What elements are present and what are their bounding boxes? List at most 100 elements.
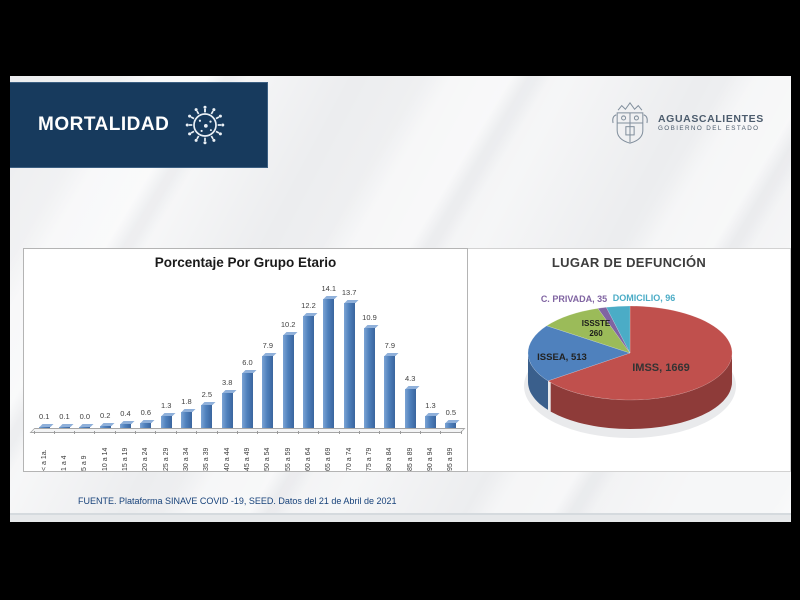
category-cell: 30 a 34	[176, 435, 196, 471]
axis-tick	[379, 431, 381, 434]
bar-value-label: 0.1	[59, 412, 70, 421]
bar-value-label: 1.3	[425, 401, 436, 410]
bar-value-label: 14.1	[321, 284, 337, 293]
category-label: 10 a 14	[101, 447, 109, 471]
category-cell: 55 a 59	[278, 435, 298, 471]
bar	[404, 389, 416, 428]
bar-chart-panel: Porcentaje Por Grupo Etario 0.1 0.1 0.0 0.2…	[23, 248, 468, 472]
logo-text: AGUASCALIENTES GOBIERNO DEL ESTADO	[658, 113, 764, 132]
pie-chart-panel: LUGAR DE DEFUNCIÓN IMSS, 1669 ISSEA, 513 I…	[468, 248, 791, 472]
category-cell: 20 a 24	[136, 435, 156, 471]
pie-slice	[546, 308, 631, 354]
bar-value-label: 10.2	[280, 320, 296, 329]
axis-tick	[94, 431, 96, 434]
bar-group: 6.0	[237, 278, 257, 428]
bar	[384, 356, 396, 428]
bar-group: 4.3	[400, 278, 420, 428]
category-label: 15 a 19	[121, 447, 129, 471]
axis-tick	[257, 431, 259, 434]
category-cell: 80 a 84	[380, 435, 400, 471]
category-cell: 70 a 74	[339, 435, 359, 471]
pie-chart: IMSS, 1669 ISSEA, 513 ISSSTE 260 C. PRIVADA,…	[524, 293, 736, 438]
bar-group: 3.8	[217, 278, 237, 428]
bar	[241, 373, 253, 428]
pie-slice	[597, 307, 631, 354]
category-cell: 75 a 79	[359, 435, 379, 471]
bar	[221, 393, 233, 428]
category-cell: 85 a 89	[400, 435, 420, 471]
bar	[38, 427, 50, 428]
bar-value-label: 0.0	[79, 412, 91, 421]
category-cell: < a 1a.	[34, 435, 54, 471]
bar	[160, 416, 172, 428]
bar-group: 10.9	[359, 278, 379, 428]
category-axis: < a 1a. 1 a 4 5 a 9 10 a 14 15 a 19 20 a 24 25…	[33, 431, 462, 471]
axis-tick	[53, 431, 55, 434]
category-label: 80 a 84	[386, 447, 394, 471]
bar-group: 1.3	[420, 278, 440, 428]
bar-chart-plot: 0.1 0.1 0.0 0.2 0.4 0.6 1.3 1.8 2.5 3.8 6.0 7.9 10.2…	[34, 278, 461, 428]
axis-tick	[33, 431, 35, 434]
category-label: 50 a 54	[264, 447, 272, 471]
bar	[58, 427, 70, 428]
pie-slice	[527, 325, 631, 382]
category-label: 1 a 4	[60, 455, 68, 471]
category-cell: 95 a 99	[441, 435, 461, 471]
bar	[302, 316, 314, 428]
category-label: 30 a 34	[182, 447, 190, 471]
bar-group: 2.5	[197, 278, 217, 428]
category-cell: 5 a 9	[75, 435, 95, 471]
bar-group: 0.1	[54, 278, 74, 428]
bar-value-label: 4.3	[404, 374, 416, 383]
bar	[180, 412, 192, 428]
pie-slice-side	[528, 353, 548, 410]
bar-value-label: 7.9	[262, 341, 274, 350]
axis-tick	[236, 431, 238, 434]
state-logo: AGUASCALIENTES GOBIERNO DEL ESTADO	[608, 98, 764, 148]
bar-value-label: 13.7	[341, 288, 357, 297]
category-label: 25 a 29	[162, 447, 170, 471]
category-label: 55 a 59	[284, 447, 292, 471]
pie-slice	[547, 305, 733, 401]
axis-tick	[196, 431, 198, 434]
axis-tick	[338, 431, 340, 434]
bar-value-label: 1.8	[181, 397, 192, 406]
category-label: 85 a 89	[406, 447, 414, 471]
bar	[323, 299, 335, 428]
axis-tick	[114, 431, 116, 434]
virus-icon	[186, 105, 225, 145]
category-label: 65 a 69	[325, 447, 333, 471]
bar	[424, 416, 436, 428]
bar-group: 0.4	[115, 278, 135, 428]
axis-tick	[135, 431, 137, 434]
pie-slice-label: ISSEA, 513	[537, 352, 587, 363]
bar-group: 7.9	[380, 278, 400, 428]
category-label: 70 a 74	[345, 447, 353, 471]
category-label: 45 a 49	[243, 447, 251, 471]
bar	[79, 427, 91, 428]
pie-slice-side	[550, 353, 732, 429]
axis-tick	[277, 431, 279, 434]
bar-group: 13.7	[339, 278, 359, 428]
category-cell: 50 a 54	[258, 435, 278, 471]
category-label: < a 1a.	[40, 449, 48, 471]
axis-tick	[175, 431, 177, 434]
axis-tick	[297, 431, 299, 434]
bar	[99, 426, 111, 428]
header-banner: MORTALIDAD	[10, 82, 268, 168]
bar-group: 0.5	[441, 278, 461, 428]
slide: MORTALIDAD	[10, 76, 791, 522]
category-label: 35 a 39	[203, 447, 211, 471]
logo-subtitle: GOBIERNO DEL ESTADO	[658, 125, 760, 133]
bar-group: 7.9	[258, 278, 278, 428]
pie-slice	[605, 305, 631, 354]
bar	[282, 335, 294, 428]
footer-strip	[10, 515, 791, 522]
footer-separator	[10, 513, 791, 515]
bar	[363, 328, 375, 428]
bar-chart-title: Porcentaje Por Grupo Etario	[154, 255, 337, 270]
category-cell: 65 a 69	[319, 435, 339, 471]
bar-value-label: 1.3	[160, 401, 172, 410]
category-cell: 15 a 19	[115, 435, 135, 471]
